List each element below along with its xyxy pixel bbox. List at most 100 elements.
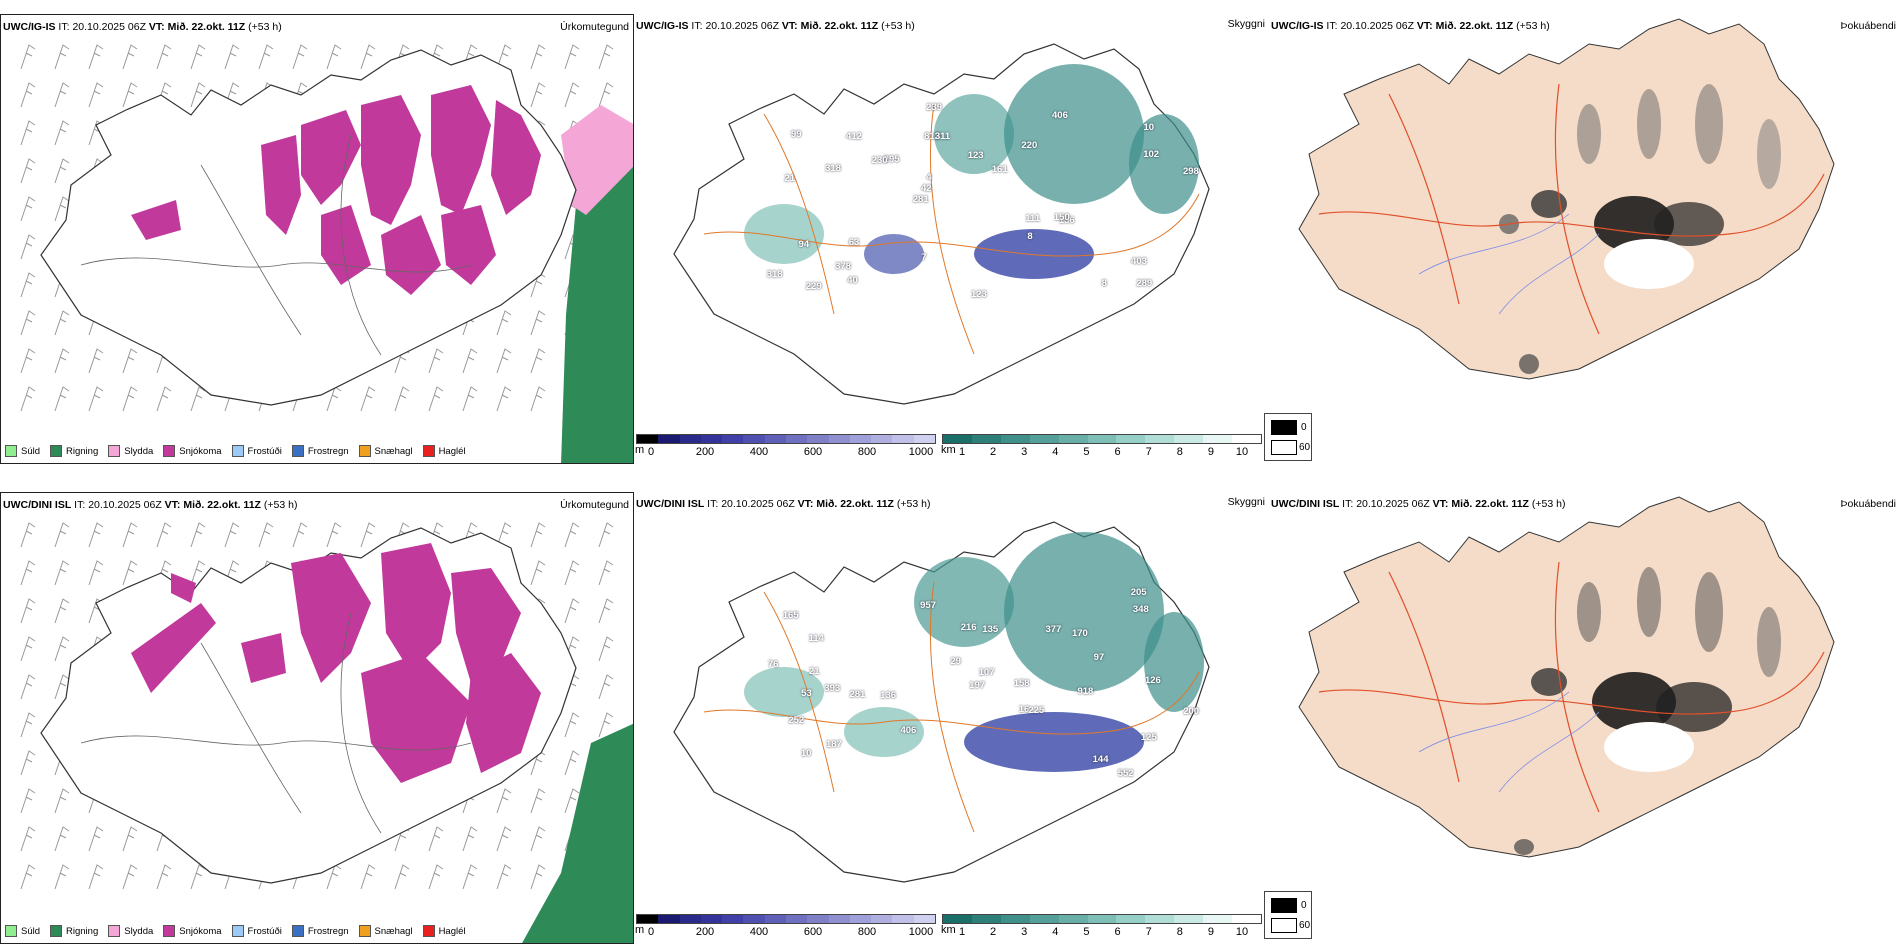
colorbar-tick: 0: [647, 926, 655, 938]
wind-barb: [598, 82, 614, 108]
legend-item: Súld: [5, 445, 40, 457]
colorbar-tick: 8: [1176, 446, 1183, 458]
vis-ticks: 1 2 3 4 5 6 7 8 9 10: [942, 444, 1262, 458]
visibility-map-row2: [673, 521, 1210, 883]
colorbar-tick: 400: [749, 446, 769, 458]
visibility-value-label: 289: [1136, 277, 1153, 289]
wind-barb: [326, 522, 342, 548]
height-colorbar-gradient: [636, 434, 936, 444]
wind-barb: [428, 348, 444, 374]
wind-barb: [20, 750, 36, 776]
visibility-value-label: 225: [1028, 705, 1045, 717]
precip-legend-row2: Súld Rigning Slydda Snjókoma Frostúði Frostre…: [5, 925, 466, 937]
legend-swatch: [358, 925, 371, 937]
wind-barb: [360, 44, 376, 70]
visibility-value-label: 10: [800, 747, 812, 759]
visibility-value-label: 53: [801, 687, 812, 699]
visibility-value-label: 170: [1071, 627, 1088, 639]
wind-barb: [54, 386, 70, 412]
wind-barb: [530, 386, 546, 412]
wind-barb: [360, 386, 376, 412]
colorbar-tick: 8: [1176, 926, 1183, 938]
colorbar-tick: 6: [1114, 926, 1121, 938]
wind-barb: [20, 560, 36, 586]
wind-barb: [20, 522, 36, 548]
wind-barb: [564, 44, 580, 70]
visibility-value-label: 97: [1093, 652, 1105, 664]
colorbar-tick: 7: [1145, 926, 1152, 938]
wind-barb: [20, 712, 36, 738]
colorbar-tick: 10: [1235, 926, 1249, 938]
wind-barb: [88, 44, 104, 70]
wind-barb: [54, 788, 70, 814]
low-vis-areas: [744, 532, 1204, 772]
legend-swatch: [50, 445, 63, 457]
wind-barb: [54, 348, 70, 374]
green-rain-area: [522, 723, 633, 943]
colorbar-tick: 5: [1083, 446, 1090, 458]
vis-unit: km: [941, 444, 956, 456]
wind-barb: [54, 560, 70, 586]
legend-label: Snjókoma: [179, 925, 222, 937]
wind-barb: [496, 522, 512, 548]
wind-barb: [394, 864, 410, 890]
visibility-map-row1: [673, 43, 1210, 405]
visibility-value-label: 295: [883, 154, 900, 165]
header-row2-vis: UWC/DINI ISL IT: 20.10.2025 06Z VT: Mið.…: [636, 498, 931, 510]
wind-barb: [598, 44, 614, 70]
visibility-value-label: 393: [824, 682, 841, 694]
colorbar-tick: 600: [803, 926, 823, 938]
wind-barb: [20, 82, 36, 108]
wind-barb: [530, 44, 546, 70]
visibility-value-label: 318: [766, 269, 783, 281]
wind-barb: [88, 82, 104, 108]
cloud-swatch-black: [1271, 420, 1297, 435]
legend-label: Slydda: [124, 925, 154, 937]
visibility-value-label: 158: [1013, 677, 1030, 689]
snow-areas: [131, 85, 541, 295]
legend-item: Haglél: [422, 925, 466, 937]
visibility-panel-row2: 552 393 16 165 125 114 187 136 170 216 377 144 406 95…: [634, 492, 1269, 944]
legend-swatch: [358, 445, 371, 457]
legend-item: Frostúði: [231, 925, 282, 937]
rivers-blue: [1418, 691, 1600, 793]
visibility-value-label: 102: [1143, 148, 1160, 160]
wind-barb: [462, 864, 478, 890]
cloud-index-panel-row1: UWC/IG-IS IT: 20.10.2025 06Z VT: Mið. 22…: [1269, 14, 1900, 464]
cloud-colorbar-row1: 0 60: [1264, 413, 1312, 461]
wind-barb: [530, 826, 546, 852]
legend-label: Haglél: [438, 925, 466, 937]
wind-barb: [530, 522, 546, 548]
legend-swatch: [5, 445, 17, 457]
cloud-swatch-white: [1271, 440, 1297, 455]
visibility-value-label: 136: [880, 689, 897, 701]
vis-colorbar-row1: 1 2 3 4 5 6 7 8 9 10 km: [941, 434, 1262, 460]
visibility-panel-row1: 289 21 10 281 220 229 812 123 94 295 318 378 311 161 1…: [634, 14, 1269, 464]
legend-label: Snjókoma: [179, 445, 222, 457]
precip-map-row2: [20, 522, 633, 943]
legend-swatch: [291, 925, 304, 937]
visibility-value-label: 161: [991, 164, 1008, 176]
wind-barb: [54, 864, 70, 890]
visibility-value-label: 114: [808, 633, 824, 645]
wind-barb: [20, 234, 36, 260]
visibility-value-label: 126: [1144, 674, 1161, 686]
wind-barb: [598, 560, 614, 586]
rivers-blue: [1418, 213, 1600, 315]
wind-barb: [122, 348, 138, 374]
wind-barb: [20, 44, 36, 70]
legend-item: Snæhagl: [358, 445, 413, 457]
cloud-index-panel-row2: UWC/DINI ISL IT: 20.10.2025 06Z VT: Mið.…: [1269, 492, 1900, 944]
legend-swatch: [50, 925, 63, 937]
visibility-value-label: 123: [967, 150, 984, 162]
road-lines: [80, 134, 472, 356]
visibility-value-label: 406: [1052, 110, 1068, 122]
visibility-value-label: 7: [921, 251, 927, 263]
wind-barb: [20, 826, 36, 852]
precip-type-panel-row1: UWC/IG-IS IT: 20.10.2025 06Z VT: Mið. 22…: [0, 14, 634, 464]
legend-swatch: [422, 445, 435, 457]
wind-barb: [258, 522, 274, 548]
legend-item: Frostregn: [291, 445, 349, 457]
colorbar-tick: 10: [1235, 446, 1249, 458]
visibility-value-label: 21: [808, 665, 820, 677]
